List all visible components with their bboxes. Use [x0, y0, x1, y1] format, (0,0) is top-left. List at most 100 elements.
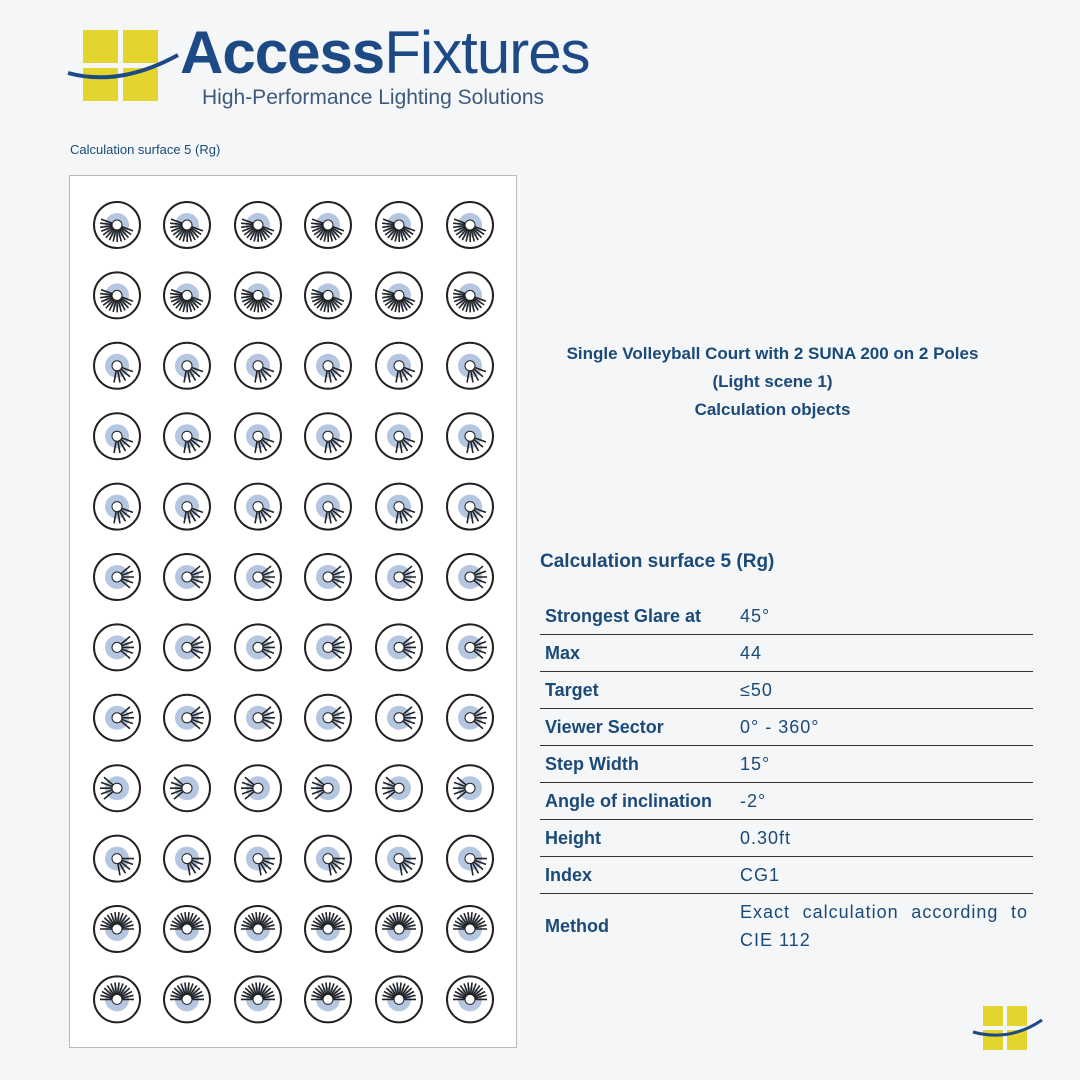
glare-ring: [234, 482, 282, 531]
table-row: Height 0.30ft: [540, 819, 1033, 857]
glare-center: [181, 782, 193, 794]
glare-ring: [234, 201, 282, 249]
glare-center: [393, 993, 405, 1005]
glare-ring: [163, 341, 211, 390]
glare-ring: [93, 975, 141, 1024]
table-row: Index CG1: [540, 856, 1033, 894]
glare-center: [111, 219, 123, 231]
row-value: CG1: [735, 856, 1033, 894]
glare-ring: [163, 482, 211, 531]
glare-center: [393, 712, 405, 724]
glare-ring: [304, 693, 352, 742]
glare-center: [252, 501, 264, 513]
glare-ring: [93, 482, 141, 531]
title-line: (Light scene 1): [712, 372, 833, 391]
glare-ring: [375, 623, 423, 672]
brand: AccessFixtures: [180, 18, 591, 87]
glare-center: [322, 219, 334, 231]
glare-center: [111, 571, 123, 583]
row-label: Step Width: [540, 745, 735, 783]
glare-center: [252, 289, 264, 301]
glare-ring: [446, 975, 494, 1024]
glare-center: [111, 360, 123, 372]
glare-ring: [375, 834, 423, 883]
title-block: Single Volleyball Court with 2 SUNA 200 …: [520, 340, 1025, 424]
glare-center: [111, 641, 123, 653]
glare-center: [464, 360, 476, 372]
glare-center: [111, 923, 123, 935]
glare-center: [393, 782, 405, 794]
glare-center: [393, 219, 405, 231]
glare-center: [464, 641, 476, 653]
glare-ring: [304, 623, 352, 672]
glare-center: [322, 641, 334, 653]
row-label: Angle of inclination: [540, 782, 735, 820]
glare-ring: [304, 271, 352, 320]
glare-center: [393, 289, 405, 301]
glare-ring: [234, 764, 282, 813]
glare-ring: [446, 693, 494, 742]
glare-ring: [375, 482, 423, 531]
glare-center: [464, 853, 476, 865]
glare-center: [181, 430, 193, 442]
glare-ring: [446, 482, 494, 531]
glare-center: [252, 853, 264, 865]
row-label: Index: [540, 856, 735, 894]
table-row: Target ≤50: [540, 671, 1033, 709]
glare-ring: [93, 764, 141, 813]
row-value: ≤50: [735, 671, 1033, 709]
glare-center: [464, 289, 476, 301]
glare-ring: [446, 412, 494, 461]
glare-ring: [375, 905, 423, 953]
row-label: Height: [540, 819, 735, 857]
row-label: Strongest Glare at: [540, 598, 735, 635]
glare-center: [181, 571, 193, 583]
glare-center: [464, 993, 476, 1005]
glare-ring: [304, 764, 352, 813]
glare-center: [252, 712, 264, 724]
row-label: Method: [545, 915, 609, 936]
glare-ring: [163, 693, 211, 742]
glare-ring: [446, 201, 494, 249]
glare-center: [181, 923, 193, 935]
logo-small: [972, 1006, 1043, 1050]
table-title: Calculation surface 5 (Rg): [540, 551, 775, 572]
glare-ring: [304, 553, 352, 601]
glare-center: [181, 219, 193, 231]
glare-center: [252, 993, 264, 1005]
glare-ring: [93, 341, 141, 390]
glare-ring: [93, 412, 141, 461]
glare-center: [111, 430, 123, 442]
glare-center: [252, 782, 264, 794]
glare-ring: [375, 412, 423, 461]
glare-ring: [93, 553, 141, 601]
glare-ring: [163, 905, 211, 953]
glare-ring: [375, 201, 423, 249]
glare-ring: [234, 341, 282, 390]
row-value: 45°: [735, 598, 1033, 635]
glare-center: [322, 782, 334, 794]
row-value: 0° - 360°: [735, 708, 1033, 746]
table-row: Strongest Glare at 45°: [540, 598, 1033, 635]
glare-ring: [375, 975, 423, 1024]
row-label: Viewer Sector: [540, 708, 735, 746]
glare-center: [181, 501, 193, 513]
glare-center: [464, 712, 476, 724]
glare-ring: [304, 975, 352, 1024]
row-value: 0.30ft: [735, 819, 1033, 857]
glare-ring: [163, 553, 211, 601]
row-label: Target: [540, 671, 735, 709]
glare-center: [322, 993, 334, 1005]
glare-ring: [163, 834, 211, 883]
glare-ring: [304, 341, 352, 390]
glare-ring: [93, 623, 141, 672]
glare-ring: [234, 905, 282, 953]
table-row: Viewer Sector 0° - 360°: [540, 708, 1033, 746]
glare-center: [322, 923, 334, 935]
glare-center: [111, 289, 123, 301]
glare-center: [464, 430, 476, 442]
glare-center: [181, 712, 193, 724]
glare-ring: [93, 271, 141, 320]
glare-ring: [304, 834, 352, 883]
glare-ring: [234, 693, 282, 742]
